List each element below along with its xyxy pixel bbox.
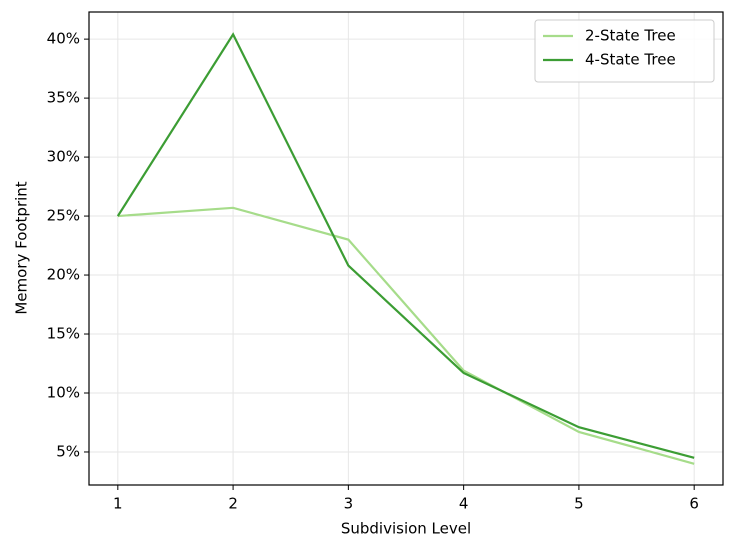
y-tick-label: 10% [47,383,80,401]
legend-label: 4-State Tree [585,51,676,69]
y-tick-label: 35% [47,89,80,107]
legend-box [534,19,715,83]
y-axis-label: Memory Footprint [13,181,31,314]
y-tick-label: 25% [47,207,80,225]
x-tick-label: 6 [689,495,699,513]
y-tick-label: 40% [47,30,80,48]
x-axis-label: Subdivision Level [341,520,471,538]
plot-frame [88,11,724,486]
x-tick-label: 5 [574,495,584,513]
legend-label: 2-State Tree [585,27,676,45]
y-tick-label: 20% [47,266,80,284]
x-tick-label: 4 [459,495,469,513]
x-tick-label: 3 [344,495,354,513]
x-tick-label: 2 [228,495,238,513]
y-tick-label: 15% [47,325,80,343]
series-line [116,32,695,459]
series-line [117,206,695,465]
y-tick-label: 30% [47,148,80,166]
y-tick-label: 5% [56,442,80,460]
x-tick-label: 1 [113,495,123,513]
